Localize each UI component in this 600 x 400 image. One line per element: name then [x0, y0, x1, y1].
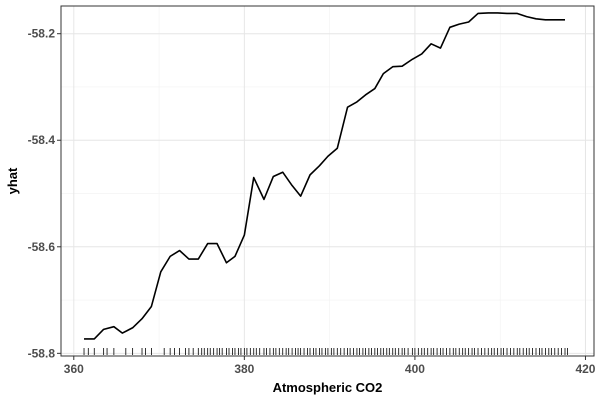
- plot-line: [84, 12, 565, 340]
- rug-marks: [83, 348, 568, 355]
- grid: [61, 6, 594, 356]
- y-tick-label: -58.6: [28, 240, 56, 254]
- x-tick-label: 400: [405, 362, 425, 376]
- y-tick-label: -58.2: [28, 27, 56, 41]
- panel-border: [60, 5, 595, 357]
- x-tick-label: 360: [64, 362, 84, 376]
- x-axis-title: Atmospheric CO2: [273, 380, 383, 395]
- series-line: [84, 12, 565, 340]
- y-tick-label: -58.4: [28, 133, 56, 147]
- y-tick-label: -58.8: [28, 346, 56, 360]
- y-axis-title: yhat: [5, 167, 20, 194]
- axes: 360 380 400 420 -58.8 -58.6 -58.4 -58.2: [28, 27, 596, 376]
- x-tick-label: 420: [575, 362, 595, 376]
- x-tick-label: 380: [234, 362, 254, 376]
